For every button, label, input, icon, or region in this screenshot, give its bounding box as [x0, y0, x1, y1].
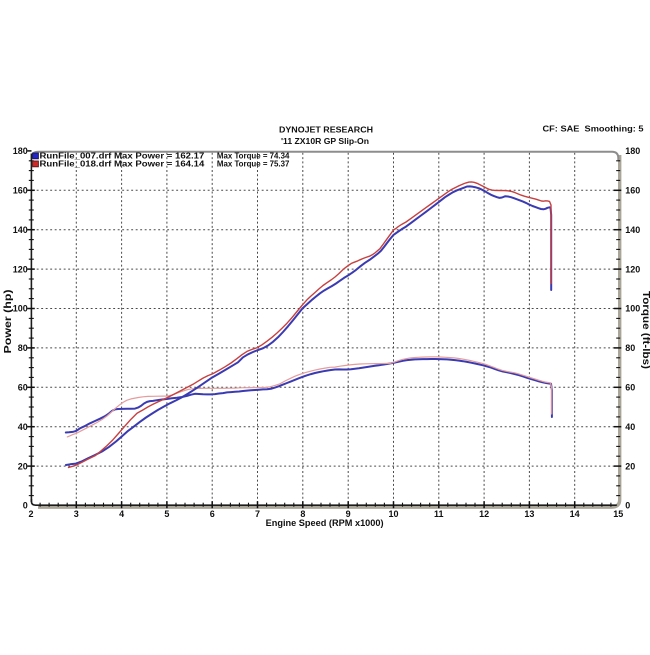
- svg-text:10: 10: [388, 509, 398, 519]
- svg-text:Torque (ft-lbs): Torque (ft-lbs): [640, 291, 650, 369]
- svg-text:180: 180: [13, 146, 28, 156]
- svg-text:0: 0: [23, 501, 28, 511]
- svg-text:60: 60: [625, 383, 635, 393]
- svg-text:100: 100: [13, 304, 28, 314]
- svg-text:8: 8: [300, 509, 305, 519]
- svg-text:120: 120: [625, 264, 640, 274]
- svg-text:0: 0: [625, 501, 630, 511]
- svg-text:RunFile_018.drf Max Power = 16: RunFile_018.drf Max Power = 164.14: [40, 160, 206, 169]
- svg-text:160: 160: [625, 186, 640, 196]
- svg-text:160: 160: [13, 186, 28, 196]
- svg-text:15: 15: [613, 509, 623, 519]
- svg-text:80: 80: [18, 343, 28, 353]
- svg-text:12: 12: [479, 509, 489, 519]
- svg-text:80: 80: [625, 343, 635, 353]
- svg-text:DYNOJET RESEARCH: DYNOJET RESEARCH: [279, 125, 373, 134]
- svg-text:100: 100: [625, 304, 640, 314]
- svg-text:2: 2: [28, 509, 33, 519]
- svg-text:RunFile_007.drf Max Power = 16: RunFile_007.drf Max Power = 162.17: [40, 152, 205, 161]
- svg-text:180: 180: [625, 146, 640, 156]
- svg-text:140: 140: [13, 225, 28, 235]
- svg-text:Max Torque = 75.37: Max Torque = 75.37: [217, 160, 290, 169]
- svg-text:3: 3: [74, 509, 79, 519]
- svg-text:Power (hp): Power (hp): [3, 290, 14, 354]
- svg-text:40: 40: [18, 422, 28, 432]
- svg-text:14: 14: [570, 509, 580, 519]
- svg-text:7: 7: [255, 509, 260, 519]
- svg-text:9: 9: [346, 509, 351, 519]
- svg-text:13: 13: [524, 509, 534, 519]
- svg-text:40: 40: [625, 422, 635, 432]
- svg-text:120: 120: [13, 264, 28, 274]
- svg-text:Max Torque = 74.34: Max Torque = 74.34: [217, 152, 290, 161]
- svg-text:CF: SAE Smoothing: 5: CF: SAE Smoothing: 5: [543, 123, 644, 133]
- svg-text:'11 ZX10R GP Slip-On: '11 ZX10R GP Slip-On: [281, 137, 369, 146]
- svg-text:6: 6: [210, 509, 215, 519]
- svg-text:20: 20: [625, 461, 635, 471]
- svg-text:140: 140: [625, 225, 640, 235]
- svg-text:5: 5: [164, 509, 169, 519]
- svg-text:20: 20: [18, 461, 28, 471]
- svg-text:4: 4: [119, 509, 124, 519]
- svg-text:Engine Speed (RPM x1000): Engine Speed (RPM x1000): [266, 518, 384, 528]
- svg-text:60: 60: [18, 383, 28, 393]
- svg-text:11: 11: [434, 509, 444, 519]
